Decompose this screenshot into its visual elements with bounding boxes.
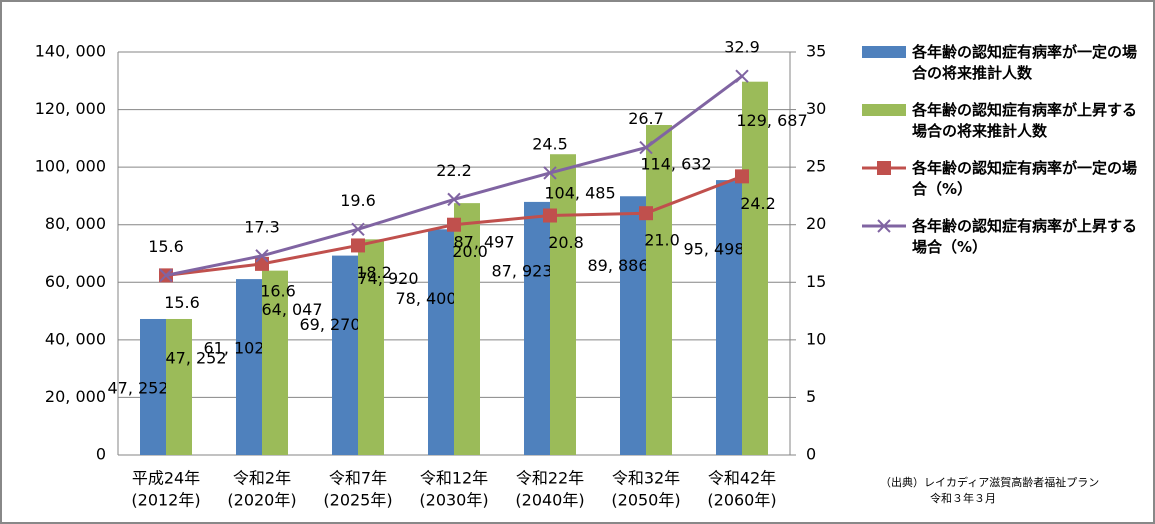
y2-tick-label: 25 — [806, 157, 826, 176]
y-tick-label: 60, 000 — [45, 272, 106, 291]
data-label: 78, 400 — [395, 289, 456, 308]
x-tick-label: 平成24年 — [132, 469, 200, 488]
legend-label: 各年齢の認知症有病率が一定の場合の将来推計人数 — [912, 43, 1138, 82]
legend-swatch — [877, 161, 891, 175]
data-label: 95, 498 — [683, 240, 744, 259]
data-label: 129, 687 — [736, 111, 807, 130]
marker — [735, 69, 749, 83]
legend-swatch — [862, 46, 906, 58]
y-tick-label: 40, 000 — [45, 329, 106, 348]
marker — [735, 169, 749, 184]
marker — [543, 166, 557, 180]
data-label: 87, 923 — [491, 261, 552, 280]
y-tick-label: 80, 000 — [45, 214, 106, 233]
data-label: 26.7 — [628, 109, 664, 128]
marker — [351, 238, 365, 253]
bar — [550, 154, 576, 455]
bar — [236, 279, 262, 455]
data-label: 64, 047 — [261, 300, 322, 319]
marker — [447, 217, 461, 232]
x-tick-label: (2050年) — [611, 491, 680, 510]
data-label: 16.6 — [260, 281, 296, 300]
x-tick-label: 令和32年 — [612, 469, 680, 488]
data-label: 104, 485 — [544, 184, 615, 203]
bar — [620, 196, 646, 456]
data-label: 24.2 — [740, 194, 776, 213]
x-tick-label: 令和2年 — [233, 469, 291, 488]
bar — [716, 180, 742, 456]
data-label: 15.6 — [164, 293, 200, 312]
legend-swatch — [862, 104, 906, 116]
data-label: 22.2 — [436, 161, 472, 180]
x-tick-label: (2040年) — [515, 491, 584, 510]
data-label: 74, 920 — [357, 269, 418, 288]
data-label: 20.0 — [452, 242, 488, 261]
y-tick-label: 100, 000 — [35, 157, 106, 176]
source-note: 令和３年３月 — [930, 492, 996, 505]
marker — [255, 256, 269, 271]
y-tick-label: 20, 000 — [45, 387, 106, 406]
legend-swatch — [877, 219, 891, 233]
data-label: 114, 632 — [640, 155, 711, 174]
data-label: 17.3 — [244, 217, 280, 236]
data-label: 15.6 — [148, 237, 184, 256]
y2-tick-label: 30 — [806, 99, 826, 118]
data-label: 32.9 — [724, 38, 760, 57]
y-tick-label: 0 — [96, 445, 106, 464]
marker — [543, 208, 557, 223]
x-tick-label: 令和22年 — [516, 469, 584, 488]
source-note: （出典）レイカディア滋賀高齢者福祉プラン — [880, 476, 1100, 489]
y2-tick-label: 35 — [806, 42, 826, 61]
bar — [166, 318, 192, 455]
data-label: 20.8 — [548, 233, 584, 252]
bar — [332, 255, 358, 455]
bar — [524, 201, 550, 455]
y2-tick-label: 0 — [806, 445, 816, 464]
data-label: 18.2 — [356, 263, 392, 282]
bar — [358, 239, 384, 455]
bar — [742, 81, 768, 455]
x-tick-label: (2060年) — [707, 491, 776, 510]
x-tick-label: (2030年) — [419, 491, 488, 510]
data-label: 19.6 — [340, 191, 376, 210]
marker — [351, 222, 365, 237]
y2-tick-label: 15 — [806, 272, 826, 291]
bar — [646, 125, 672, 456]
bar — [428, 229, 454, 455]
marker — [159, 268, 173, 283]
data-label: 61, 102 — [203, 339, 264, 358]
y-tick-label: 140, 000 — [35, 42, 106, 61]
y-tick-label: 120, 000 — [35, 99, 106, 118]
marker — [447, 192, 461, 207]
data-label: 24.5 — [532, 134, 568, 153]
y2-tick-label: 5 — [806, 387, 816, 406]
data-label: 21.0 — [644, 231, 680, 250]
marker — [255, 249, 269, 263]
data-label: 47, 252 — [107, 378, 168, 397]
data-label: 69, 270 — [299, 315, 360, 334]
legend-label: 各年齢の認知症有病率が上昇する場合（%） — [912, 217, 1138, 256]
x-tick-label: 令和12年 — [420, 469, 488, 488]
legend-label: 各年齢の認知症有病率が上昇する場合の将来推計人数 — [912, 101, 1138, 140]
x-tick-label: 令和7年 — [329, 469, 387, 488]
data-label: 47, 252 — [165, 348, 226, 367]
x-tick-label: (2020年) — [227, 491, 296, 510]
marker — [639, 206, 653, 221]
x-tick-label: 令和42年 — [708, 469, 776, 488]
x-tick-label: (2012年) — [131, 491, 200, 510]
bar — [140, 318, 166, 455]
bar — [262, 270, 288, 455]
y2-tick-label: 10 — [806, 329, 826, 348]
legend-label: 各年齢の認知症有病率が一定の場合（%） — [912, 159, 1138, 198]
bar — [454, 203, 480, 455]
x-tick-label: (2025年) — [323, 491, 392, 510]
data-label: 89, 886 — [587, 256, 648, 275]
marker — [639, 140, 653, 155]
data-label: 87, 497 — [453, 233, 514, 252]
y2-tick-label: 20 — [806, 214, 826, 233]
